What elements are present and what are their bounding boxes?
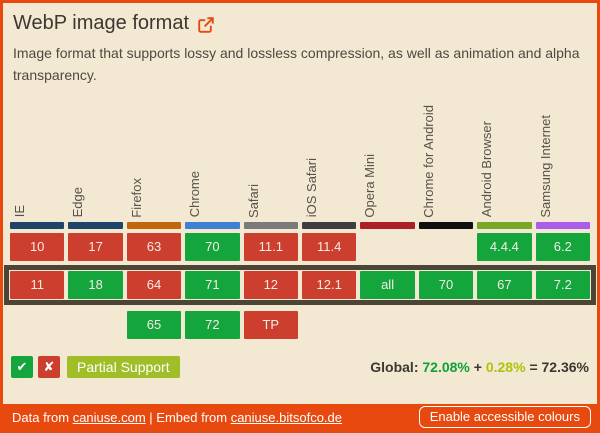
embed-content: WebP image format Image format that supp… bbox=[3, 3, 597, 404]
support-cell: 12 bbox=[243, 270, 298, 299]
support-cell: 7.2 bbox=[535, 270, 590, 299]
support-cell: 18 bbox=[68, 270, 123, 299]
browser-label-cell: Edge bbox=[68, 105, 122, 218]
support-cell: 11.1 bbox=[243, 232, 298, 261]
external-link-icon[interactable] bbox=[198, 17, 214, 33]
global-label: Global: bbox=[370, 358, 419, 375]
browser-label: Opera Mini bbox=[362, 153, 378, 218]
browser-label-cell: IE bbox=[10, 105, 64, 218]
support-cell: 11 bbox=[10, 270, 65, 299]
unsupported-legend-box: ✘ bbox=[38, 355, 60, 378]
support-cell: 6.2 bbox=[535, 232, 590, 261]
title-row: WebP image format bbox=[10, 12, 590, 35]
support-cell bbox=[419, 233, 473, 261]
support-cell: 10 bbox=[10, 232, 65, 261]
support-cell bbox=[10, 311, 64, 339]
browser-labels: IE Edge Firefox Chrome Safari iOS Safari Opera… bbox=[10, 105, 590, 218]
support-cell bbox=[360, 311, 414, 339]
support-cell bbox=[302, 311, 356, 339]
support-cell: 67 bbox=[477, 270, 532, 299]
support-cell bbox=[477, 311, 531, 339]
global-total: = 72.36% bbox=[529, 358, 589, 375]
browser-label: Chrome bbox=[187, 171, 203, 218]
support-cell: 70 bbox=[185, 232, 240, 261]
current-version-highlight: 11 18 64 71 12 12.1 all 70 67 7.2 bbox=[4, 264, 596, 305]
browser-color-bar bbox=[360, 221, 415, 229]
data-from-label: Data from bbox=[12, 409, 73, 425]
embed-from-label: Embed from bbox=[156, 409, 231, 425]
browser-label-cell: Safari bbox=[244, 105, 298, 218]
support-cell: TP bbox=[243, 310, 298, 339]
feature-description: Image format that supports lossy and los… bbox=[13, 45, 580, 84]
browser-color-bar bbox=[418, 221, 474, 229]
global-supported-pct: 72.08% bbox=[422, 358, 470, 375]
browser-label-cell: iOS Safari bbox=[302, 105, 356, 218]
supported-legend-box: ✔ bbox=[11, 355, 33, 378]
browser-label: Samsung Internet bbox=[537, 114, 553, 218]
global-usage: Global: 72.08% + 0.28% = 72.36% bbox=[370, 359, 589, 375]
check-icon: ✔ bbox=[16, 358, 28, 374]
support-cell bbox=[360, 233, 414, 261]
support-cell: 4.4.4 bbox=[477, 232, 532, 261]
browser-color-bar bbox=[243, 221, 298, 229]
browser-label: Edge bbox=[70, 187, 86, 218]
browser-label: Chrome for Android bbox=[420, 104, 436, 218]
browser-label: Firefox bbox=[128, 177, 144, 218]
browser-label-cell: Android Browser bbox=[477, 105, 531, 218]
browser-label-cell: Samsung Internet bbox=[536, 105, 590, 218]
browser-label-cell: Chrome for Android bbox=[419, 105, 473, 218]
browser-label: iOS Safari bbox=[304, 158, 319, 218]
browser-color-bar bbox=[302, 221, 357, 229]
enable-accessible-colours-button[interactable]: Enable accessible colours bbox=[418, 406, 591, 428]
global-partial-pct: 0.28% bbox=[485, 358, 526, 375]
cross-icon: ✘ bbox=[43, 358, 55, 374]
footer-separator: | bbox=[145, 409, 157, 425]
support-cell: 72 bbox=[185, 310, 240, 339]
page-title: WebP image format bbox=[13, 12, 190, 34]
caniuse-link[interactable]: caniuse.com bbox=[72, 409, 146, 425]
browser-label: Android Browser bbox=[479, 121, 495, 218]
browser-label-cell: Chrome bbox=[185, 105, 239, 218]
browser-label: Safari bbox=[245, 183, 261, 218]
support-cell: 65 bbox=[126, 310, 182, 339]
support-cell: 63 bbox=[126, 232, 182, 261]
browser-color-bar bbox=[185, 221, 240, 229]
browser-color-bar bbox=[535, 221, 590, 229]
partial-support-legend: Partial Support bbox=[67, 355, 180, 378]
support-cell bbox=[419, 311, 473, 339]
support-cell: 17 bbox=[68, 232, 123, 261]
browser-label-cell: Firefox bbox=[127, 105, 181, 218]
global-plus: + bbox=[473, 358, 482, 375]
embed-source-link[interactable]: caniuse.bitsofco.de bbox=[230, 409, 342, 425]
row-future: 65 72 TP bbox=[10, 310, 590, 339]
support-cell: 11.4 bbox=[302, 232, 357, 261]
row-past: 10 17 63 70 11.1 11.4 4.4.4 6.2 bbox=[10, 232, 590, 261]
support-cell bbox=[536, 311, 590, 339]
support-cell: 70 bbox=[418, 270, 474, 299]
browser-color-bar bbox=[126, 221, 182, 229]
legend-row: ✔ ✘ Partial Support Global: 72.08% + 0.2… bbox=[10, 355, 590, 378]
browser-label-cell: Opera Mini bbox=[360, 105, 414, 218]
support-cell: 64 bbox=[126, 270, 182, 299]
row-current: 11 18 64 71 12 12.1 all 70 67 7.2 bbox=[10, 270, 590, 299]
browser-color-bar bbox=[477, 221, 532, 229]
browser-bars bbox=[10, 221, 590, 229]
support-cell: 12.1 bbox=[302, 270, 357, 299]
browser-color-bar bbox=[10, 221, 65, 229]
footer-bar: Data from caniuse.com | Embed from caniu… bbox=[3, 404, 597, 430]
support-cell: 71 bbox=[185, 270, 240, 299]
browser-color-bar bbox=[68, 221, 123, 229]
support-cell bbox=[68, 311, 122, 339]
browser-label: IE bbox=[12, 205, 27, 218]
support-cell: all bbox=[360, 270, 415, 299]
